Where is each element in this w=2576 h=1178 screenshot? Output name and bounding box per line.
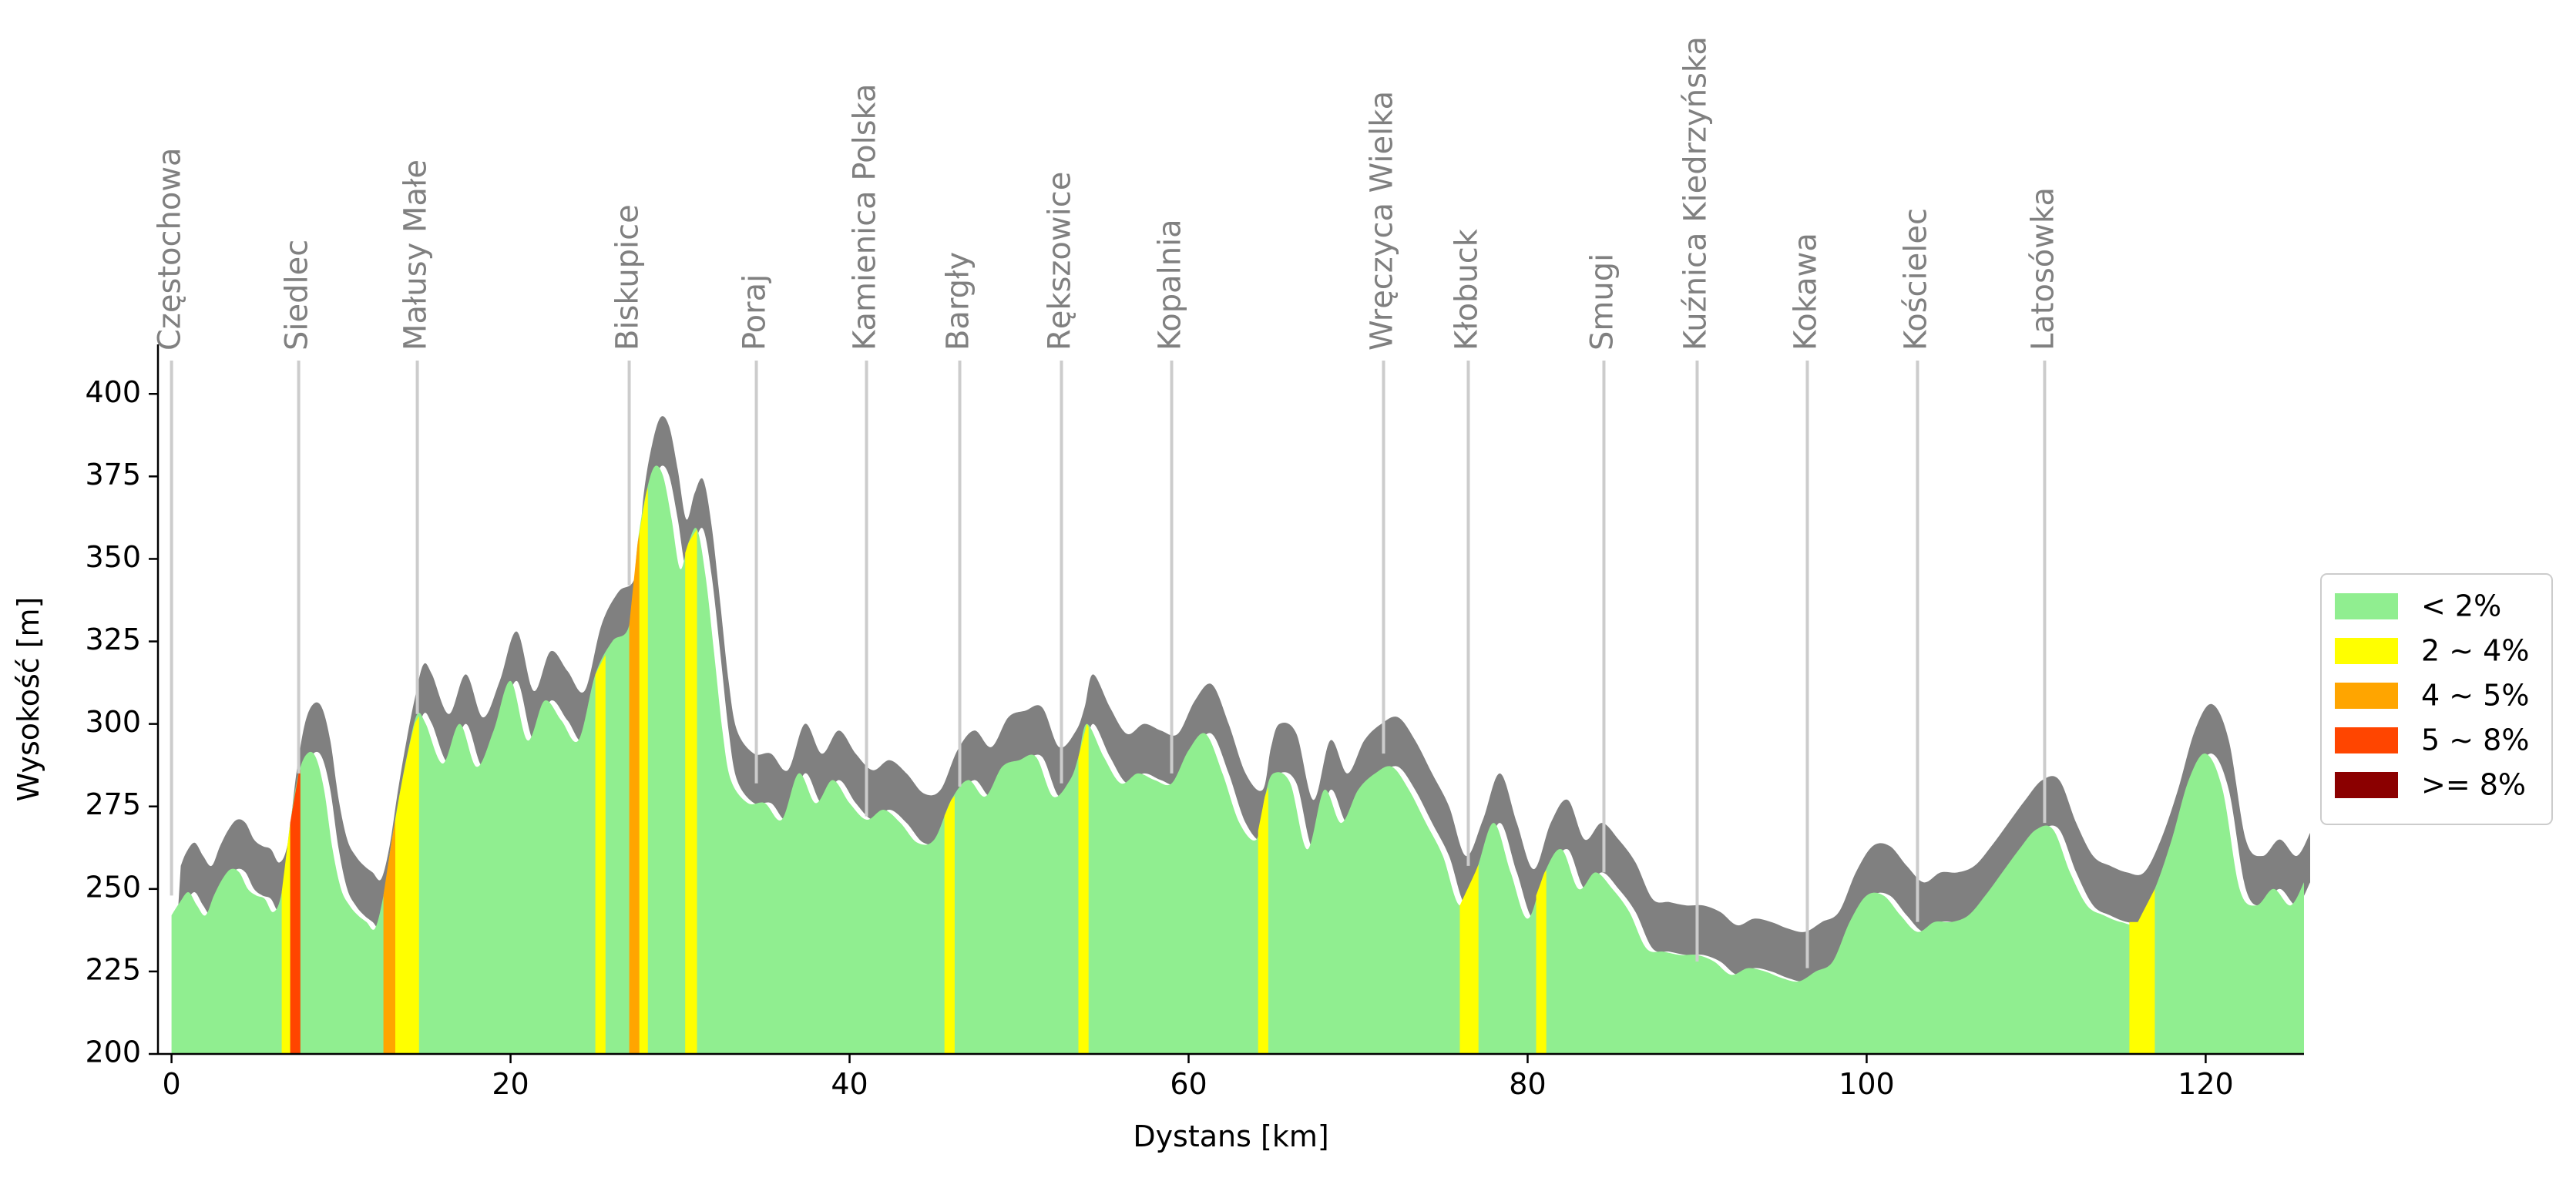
- waypoint-label-9: Kopalnia: [1153, 219, 1188, 351]
- legend-label-5: >= 8%: [2421, 768, 2526, 802]
- waypoint-label-2: Siedlec: [280, 240, 315, 351]
- axes-layer: 0 20 40 60 80 100 120 200 225 250 275 300 325 350 375 4…: [85, 344, 2304, 1101]
- legend-label-4: 5 ~ 8%: [2421, 723, 2529, 757]
- x-tick-label-40: 40: [831, 1067, 868, 1101]
- waypoint-label-14: Kokawa: [1788, 233, 1823, 351]
- x-tick-label-20: 20: [492, 1067, 529, 1101]
- y-tick-label-400: 400: [85, 375, 141, 409]
- y-tick-label-325: 325: [85, 623, 141, 656]
- grade-band-12: [1459, 864, 1479, 1054]
- waypoint-label-4: Biskupice: [610, 204, 646, 351]
- elevation-profile-area: [171, 465, 2304, 1054]
- grade-band-6: [629, 532, 640, 1054]
- y-tick-label-250: 250: [85, 870, 141, 904]
- grade-band-9: [944, 796, 955, 1054]
- elevation-shadow-band: [177, 416, 2310, 982]
- grade-band-10: [1078, 723, 1089, 1054]
- grade-band-2: [290, 769, 301, 1054]
- waypoint-label-7: Bargły: [941, 252, 976, 351]
- legend-swatch-4: [2335, 727, 2398, 753]
- waypoint-label-11: Kłobuck: [1449, 228, 1484, 351]
- legend: < 2% 2 ~ 4% 4 ~ 5% 5 ~ 8% >= 8%: [2320, 573, 2553, 825]
- legend-swatch-2: [2335, 638, 2398, 664]
- waypoints-layer: Częstochowa Siedlec Małusy Małe Biskupice Po…: [153, 36, 2060, 968]
- grade-band-4: [395, 716, 419, 1054]
- y-tick-label-200: 200: [85, 1035, 141, 1069]
- y-tick-label-375: 375: [85, 458, 141, 492]
- shadow-layer: [177, 416, 2310, 982]
- legend-label-1: < 2%: [2421, 589, 2501, 623]
- x-tick-label-120: 120: [2178, 1067, 2234, 1101]
- legend-swatch-5: [2335, 772, 2398, 798]
- waypoint-label-1: Częstochowa: [153, 147, 188, 351]
- x-axis-label: Dystans [km]: [1133, 1119, 1328, 1153]
- waypoint-label-5: Poraj: [737, 274, 773, 351]
- waypoint-label-15: Kościelec: [1898, 208, 1933, 351]
- y-tick-label-275: 275: [85, 787, 141, 821]
- waypoint-label-10: Wręczyca Wielka: [1364, 91, 1399, 351]
- legend-label-3: 4 ~ 5%: [2421, 679, 2529, 713]
- x-tick-label-100: 100: [1839, 1067, 1895, 1101]
- legend-frame: [2320, 573, 2553, 825]
- grade-bands-layer: [281, 487, 2155, 1054]
- legend-label-2: 2 ~ 4%: [2421, 634, 2529, 668]
- waypoint-label-13: Kuźnica Kiedrzyńska: [1678, 36, 1713, 351]
- grade-band-8: [685, 529, 697, 1054]
- waypoint-label-12: Smugi: [1584, 253, 1620, 351]
- grade-band-14: [2129, 888, 2155, 1054]
- grade-band-13: [1536, 870, 1547, 1054]
- profile-layer: [171, 465, 2304, 1054]
- legend-swatch-1: [2335, 593, 2398, 619]
- grade-band-7: [639, 487, 648, 1054]
- waypoint-label-6: Kamienica Polska: [848, 83, 883, 351]
- y-axis-label: Wysokość [m]: [12, 597, 45, 802]
- waypoint-label-3: Małusy Małe: [398, 159, 434, 351]
- grade-band-1: [281, 823, 291, 1054]
- y-tick-label-300: 300: [85, 705, 141, 739]
- grade-band-5: [595, 654, 606, 1054]
- y-tick-label-225: 225: [85, 952, 141, 986]
- x-tick-label-80: 80: [1509, 1067, 1546, 1101]
- y-tick-label-350: 350: [85, 540, 141, 574]
- x-tick-label-0: 0: [163, 1067, 181, 1101]
- legend-swatch-3: [2335, 683, 2398, 709]
- waypoint-label-16: Latosówka: [2025, 187, 2060, 351]
- grade-band-3: [383, 819, 395, 1054]
- waypoint-label-8: Rększowice: [1043, 172, 1078, 351]
- x-tick-label-60: 60: [1170, 1067, 1207, 1101]
- grade-band-11: [1258, 787, 1268, 1054]
